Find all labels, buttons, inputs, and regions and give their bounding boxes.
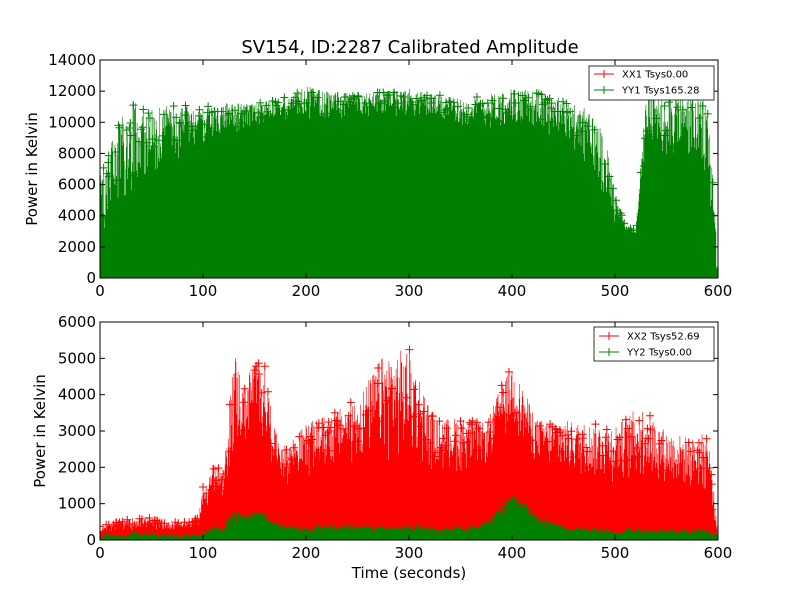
x-tick-label: 0	[95, 544, 105, 562]
x-tick-label: 500	[601, 544, 630, 562]
bottom-plot-y-axis-label: Power in Kelvin	[31, 374, 49, 488]
legend-label-xx2: XX2 Tsys52.69	[627, 332, 700, 343]
y-tick-label: 6000	[58, 313, 96, 331]
x-tick-label: 200	[292, 282, 321, 300]
x-tick: 400	[498, 60, 527, 300]
x-tick: 600	[704, 322, 733, 562]
y-tick-label: 4000	[58, 207, 96, 225]
legend-marker-yy2	[605, 348, 613, 356]
y-tick-label: 2000	[58, 238, 96, 256]
x-tick-label: 100	[189, 544, 218, 562]
y-tick: 12000	[48, 82, 718, 100]
series-yy2	[100, 495, 718, 540]
legend-item-yy1: YY1 Tsys165.28	[594, 86, 700, 97]
y-tick: 2000	[58, 238, 718, 256]
top-legend-box	[588, 65, 715, 101]
legend-label-xx1: XX1 Tsys0.00	[622, 70, 688, 81]
y-tick-label: 14000	[48, 51, 96, 69]
bottom-plot-legend: XX2 Tsys52.69 YY2 Tsys0.00	[593, 326, 715, 362]
top-plot-y-axis-label: Power in Kelvin	[23, 112, 41, 226]
series-xx2	[100, 345, 718, 540]
y-tick: 4000	[58, 207, 718, 225]
x-tick-label: 100	[189, 282, 218, 300]
x-tick: 500	[601, 60, 630, 300]
y-tick: 4000	[58, 386, 718, 404]
y-tick-label: 0	[86, 269, 96, 287]
x-tick: 100	[189, 322, 218, 562]
y-tick: 2000	[58, 458, 718, 476]
x-tick: 400	[498, 322, 527, 562]
y-tick-label: 8000	[58, 144, 96, 162]
x-tick-label: 400	[498, 544, 527, 562]
bottom-plot: 0 100 200 300 400 500 600010002000300040005000…	[31, 313, 732, 582]
y-tick: 6000	[58, 176, 718, 194]
x-tick: 300	[395, 60, 424, 300]
y-tick-label: 0	[86, 531, 96, 549]
x-tick: 300	[395, 322, 424, 562]
top-plot-ticks: 0 100 200 300 400 500 600020004000600080001000…	[48, 51, 732, 300]
x-tick-label: 600	[704, 544, 733, 562]
legend-label-yy2: YY2 Tsys0.00	[626, 348, 692, 359]
legend-item-yy2: YY2 Tsys0.00	[599, 348, 692, 359]
x-tick: 0	[95, 322, 105, 562]
x-tick-label: 300	[395, 282, 424, 300]
y-tick-label: 6000	[58, 176, 96, 194]
x-tick: 0	[95, 60, 105, 300]
y-tick-label: 1000	[58, 495, 96, 513]
legend-item-xx2: XX2 Tsys52.69	[599, 332, 700, 343]
y-tick: 0	[86, 531, 718, 549]
y-tick: 3000	[58, 422, 718, 440]
top-plot: 0 100 200 300 400 500 600020004000600080001000…	[23, 51, 732, 300]
series-yy1	[100, 86, 718, 278]
y-tick-label: 12000	[48, 82, 96, 100]
x-tick: 200	[292, 60, 321, 300]
y-tick-label: 4000	[58, 386, 96, 404]
x-tick-label: 0	[95, 282, 105, 300]
y-tick: 14000	[48, 51, 718, 69]
top-plot-data	[100, 86, 718, 278]
legend-marker-xx1	[600, 70, 608, 78]
x-tick-label: 500	[601, 282, 630, 300]
series-markers	[100, 345, 717, 532]
legend-item-xx1: XX1 Tsys0.00	[594, 70, 688, 81]
series-line	[100, 86, 718, 278]
legend-marker-yy1	[600, 86, 608, 94]
x-tick: 600	[704, 60, 733, 300]
y-tick-label: 2000	[58, 458, 96, 476]
x-axis-label: Time (seconds)	[351, 564, 467, 582]
top-plot-legend: XX1 Tsys0.00 YY1 Tsys165.28	[588, 65, 715, 101]
series-line	[100, 349, 718, 540]
x-tick-label: 200	[292, 544, 321, 562]
y-tick: 8000	[58, 144, 718, 162]
bottom-plot-ticks: 0 100 200 300 400 500 600010002000300040005000…	[58, 313, 733, 562]
y-tick-label: 3000	[58, 422, 96, 440]
x-tick: 100	[189, 60, 218, 300]
x-tick-label: 300	[395, 544, 424, 562]
x-tick-label: 600	[704, 282, 733, 300]
chart-title: SV154, ID:2287 Calibrated Amplitude	[241, 37, 578, 58]
y-tick: 1000	[58, 495, 718, 513]
x-tick-label: 400	[498, 282, 527, 300]
y-tick: 0	[86, 269, 718, 287]
y-tick-label: 10000	[48, 113, 96, 131]
bottom-plot-data	[100, 345, 718, 540]
y-tick: 6000	[58, 313, 718, 331]
x-tick: 200	[292, 322, 321, 562]
legend-marker-xx2	[605, 332, 613, 340]
series-markers	[100, 495, 718, 540]
bottom-legend-box	[593, 326, 715, 362]
y-tick: 10000	[48, 113, 718, 131]
x-tick: 500	[601, 322, 630, 562]
y-tick-label: 5000	[58, 349, 96, 367]
legend-label-yy1: YY1 Tsys165.28	[621, 86, 700, 97]
series-markers	[100, 86, 718, 276]
